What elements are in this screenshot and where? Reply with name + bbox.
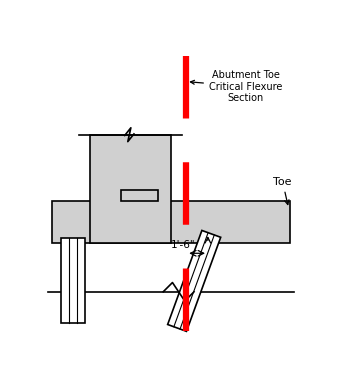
Text: 1'-6": 1'-6" [171, 240, 195, 250]
Text: Toe: Toe [273, 177, 292, 204]
Bar [61, 238, 85, 323]
Text: Abutment Toe
Critical Flexure
Section: Abutment Toe Critical Flexure Section [191, 70, 282, 103]
Bar [168, 230, 221, 331]
Bar [121, 190, 158, 201]
Bar [52, 201, 290, 243]
Bar [90, 135, 171, 243]
